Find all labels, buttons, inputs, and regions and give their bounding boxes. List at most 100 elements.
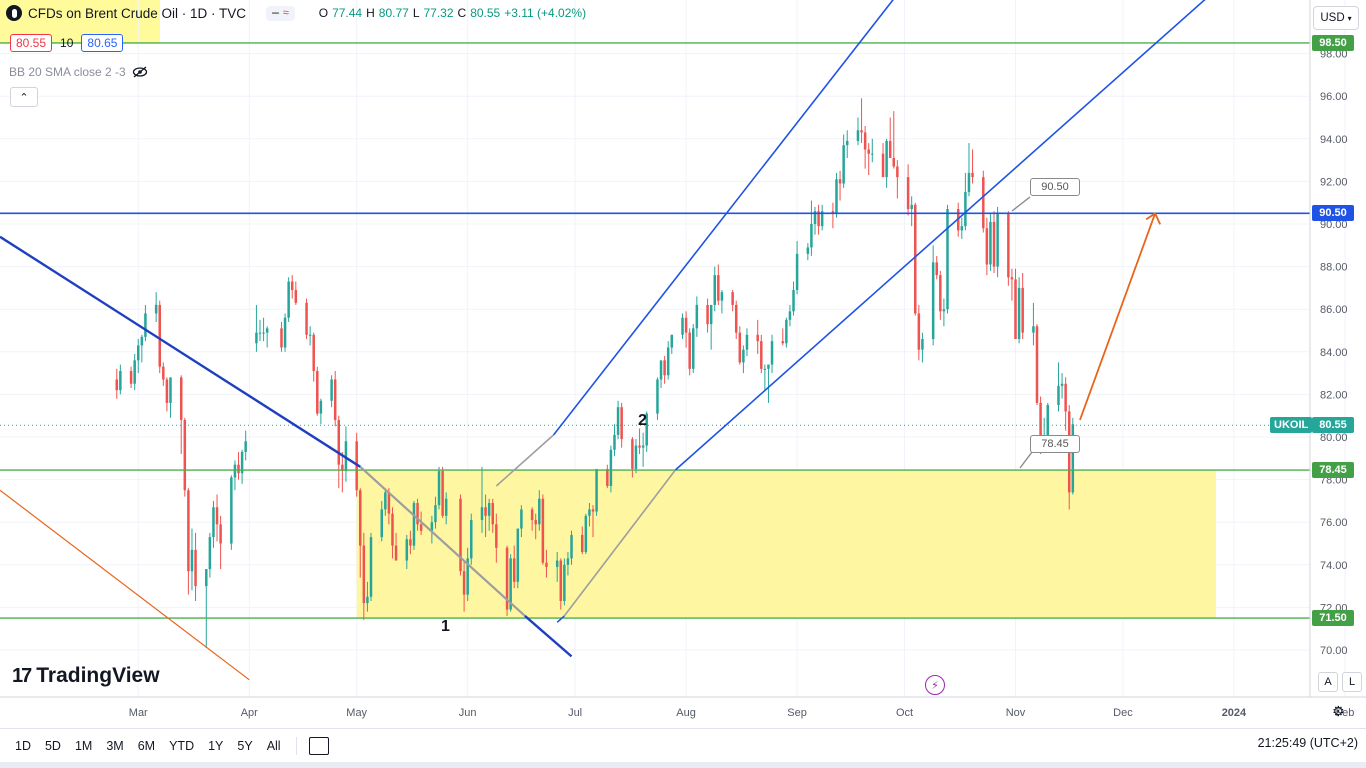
minus-icon: ━ — [272, 7, 279, 20]
candle-body — [946, 209, 949, 310]
indicator-label: BB 20 SMA close 2 -3 — [9, 65, 126, 79]
range-buttons: 1D 5D 1M 3M 6M YTD 1Y 5Y All — [8, 739, 288, 753]
range-button-all[interactable]: All — [266, 739, 281, 753]
candle-body — [760, 341, 763, 369]
candle-body — [595, 468, 598, 512]
auto-scale-button[interactable]: A — [1318, 672, 1338, 692]
range-button-1y[interactable]: 1Y — [208, 739, 224, 753]
candle-body — [169, 377, 172, 403]
candle-body — [330, 379, 333, 401]
price-tick-label: 94.00 — [1320, 134, 1348, 146]
support-callout[interactable]: 78.45 — [1030, 435, 1080, 453]
time-tick-label: Jun — [459, 707, 477, 719]
candle-body — [1010, 277, 1014, 280]
log-scale-button[interactable]: L — [1342, 672, 1362, 692]
indicator-legend[interactable]: BB 20 SMA close 2 -3 — [9, 65, 148, 79]
candle-body — [412, 503, 416, 546]
candle-body — [344, 441, 348, 472]
tradingview-logo[interactable]: 17 TradingView — [12, 664, 160, 688]
candle-body — [215, 507, 219, 525]
gear-icon[interactable]: ⚙ — [1332, 703, 1345, 719]
candle-body — [985, 228, 989, 265]
collapse-legend-button[interactable]: ⌃ — [10, 87, 38, 107]
candle-body — [212, 507, 215, 538]
currency-label: USD — [1320, 12, 1345, 24]
price-tag-78-45: 78.45 — [1312, 462, 1354, 478]
clock[interactable]: 21:25:49 (UTC+2) — [1257, 736, 1358, 750]
candle-body — [695, 304, 699, 329]
range-button-ytd[interactable]: YTD — [169, 739, 195, 753]
price-tick-label: 96.00 — [1320, 91, 1348, 103]
candle-body — [785, 319, 788, 344]
ohlc-open-key: O — [318, 6, 329, 20]
candle-body — [359, 490, 362, 546]
symbol-title[interactable]: CFDs on Brent Crude Oil · 1D · TVC — [28, 5, 247, 21]
candle-body — [770, 341, 774, 365]
candle-body — [856, 130, 860, 141]
candle-body — [982, 177, 985, 229]
candle-body — [219, 524, 222, 544]
candle-body — [512, 558, 516, 582]
target-callout[interactable]: 90.50 — [1030, 178, 1080, 196]
candle-body — [914, 204, 917, 314]
range-button-3m[interactable]: 3M — [106, 739, 124, 753]
candles-layer — [115, 98, 1075, 648]
chevron-down-icon: ▾ — [1347, 13, 1352, 23]
candle-body — [863, 132, 867, 150]
candle-body — [921, 339, 924, 350]
candle-body — [190, 549, 194, 572]
candle-body — [645, 413, 648, 446]
range-button-5d[interactable]: 5D — [44, 739, 61, 753]
toolbar-divider — [295, 737, 297, 755]
price-tag-90-50: 90.50 — [1312, 205, 1354, 221]
candle-body — [692, 328, 695, 369]
time-tick-label: Apr — [241, 707, 258, 719]
candle-body — [316, 370, 319, 414]
candle-body — [670, 334, 674, 348]
logo-text: TradingView — [36, 664, 160, 687]
candle-body — [162, 366, 165, 380]
time-tick-label: 2024 — [1222, 707, 1247, 719]
lightning-alert-icon[interactable]: ⚡ — [925, 675, 945, 695]
price-tag-last: 80.55 — [1312, 417, 1354, 433]
range-button-6m[interactable]: 6M — [137, 739, 156, 753]
support-callout-pointer — [1019, 451, 1033, 469]
price-axis: 70.0072.0074.0076.0078.0080.0082.0084.00… — [1309, 0, 1348, 697]
candle-body — [444, 498, 448, 516]
drawings-layer — [0, 0, 1310, 681]
range-button-5y[interactable]: 5Y — [237, 739, 253, 753]
candle-body — [720, 292, 724, 301]
candle-body — [491, 503, 494, 525]
eye-hidden-icon[interactable] — [132, 66, 148, 78]
time-axis: MarAprMayJunJulAugSepOctNovDec2024FebMar — [0, 696, 1366, 719]
candle-body — [845, 140, 849, 146]
candle-body — [230, 477, 233, 544]
calendar-icon[interactable] — [308, 737, 329, 755]
candle-body — [1046, 405, 1049, 437]
candle-body — [1060, 383, 1064, 386]
candle-body — [942, 309, 946, 312]
currency-selector[interactable]: USD ▾ — [1313, 6, 1359, 30]
candle-body — [835, 179, 838, 214]
candle-body — [1007, 213, 1010, 278]
candle-body — [484, 507, 487, 516]
bid-price[interactable]: 80.55 — [10, 34, 53, 52]
candle-body — [563, 564, 566, 602]
candle-body — [817, 211, 820, 227]
candle-body — [258, 332, 262, 334]
downtrend-line — [0, 235, 361, 468]
price-chart[interactable]: 70.0072.0074.0076.0078.0080.0082.0084.00… — [0, 0, 1366, 728]
time-tick-label: Sep — [787, 707, 807, 719]
lower-channel-gray — [563, 469, 676, 617]
time-tick-label: Feb — [1335, 707, 1354, 719]
ask-price[interactable]: 80.65 — [81, 34, 124, 52]
compare-pill[interactable]: ━ ≈ — [266, 5, 295, 21]
candle-body — [119, 370, 122, 391]
candle-body — [466, 558, 469, 595]
candle-body — [1035, 326, 1039, 403]
candle-body — [738, 332, 742, 363]
range-button-1d[interactable]: 1D — [15, 739, 31, 753]
candle-body — [860, 130, 863, 133]
range-button-1m[interactable]: 1M — [74, 739, 93, 753]
candle-body — [1021, 287, 1024, 333]
